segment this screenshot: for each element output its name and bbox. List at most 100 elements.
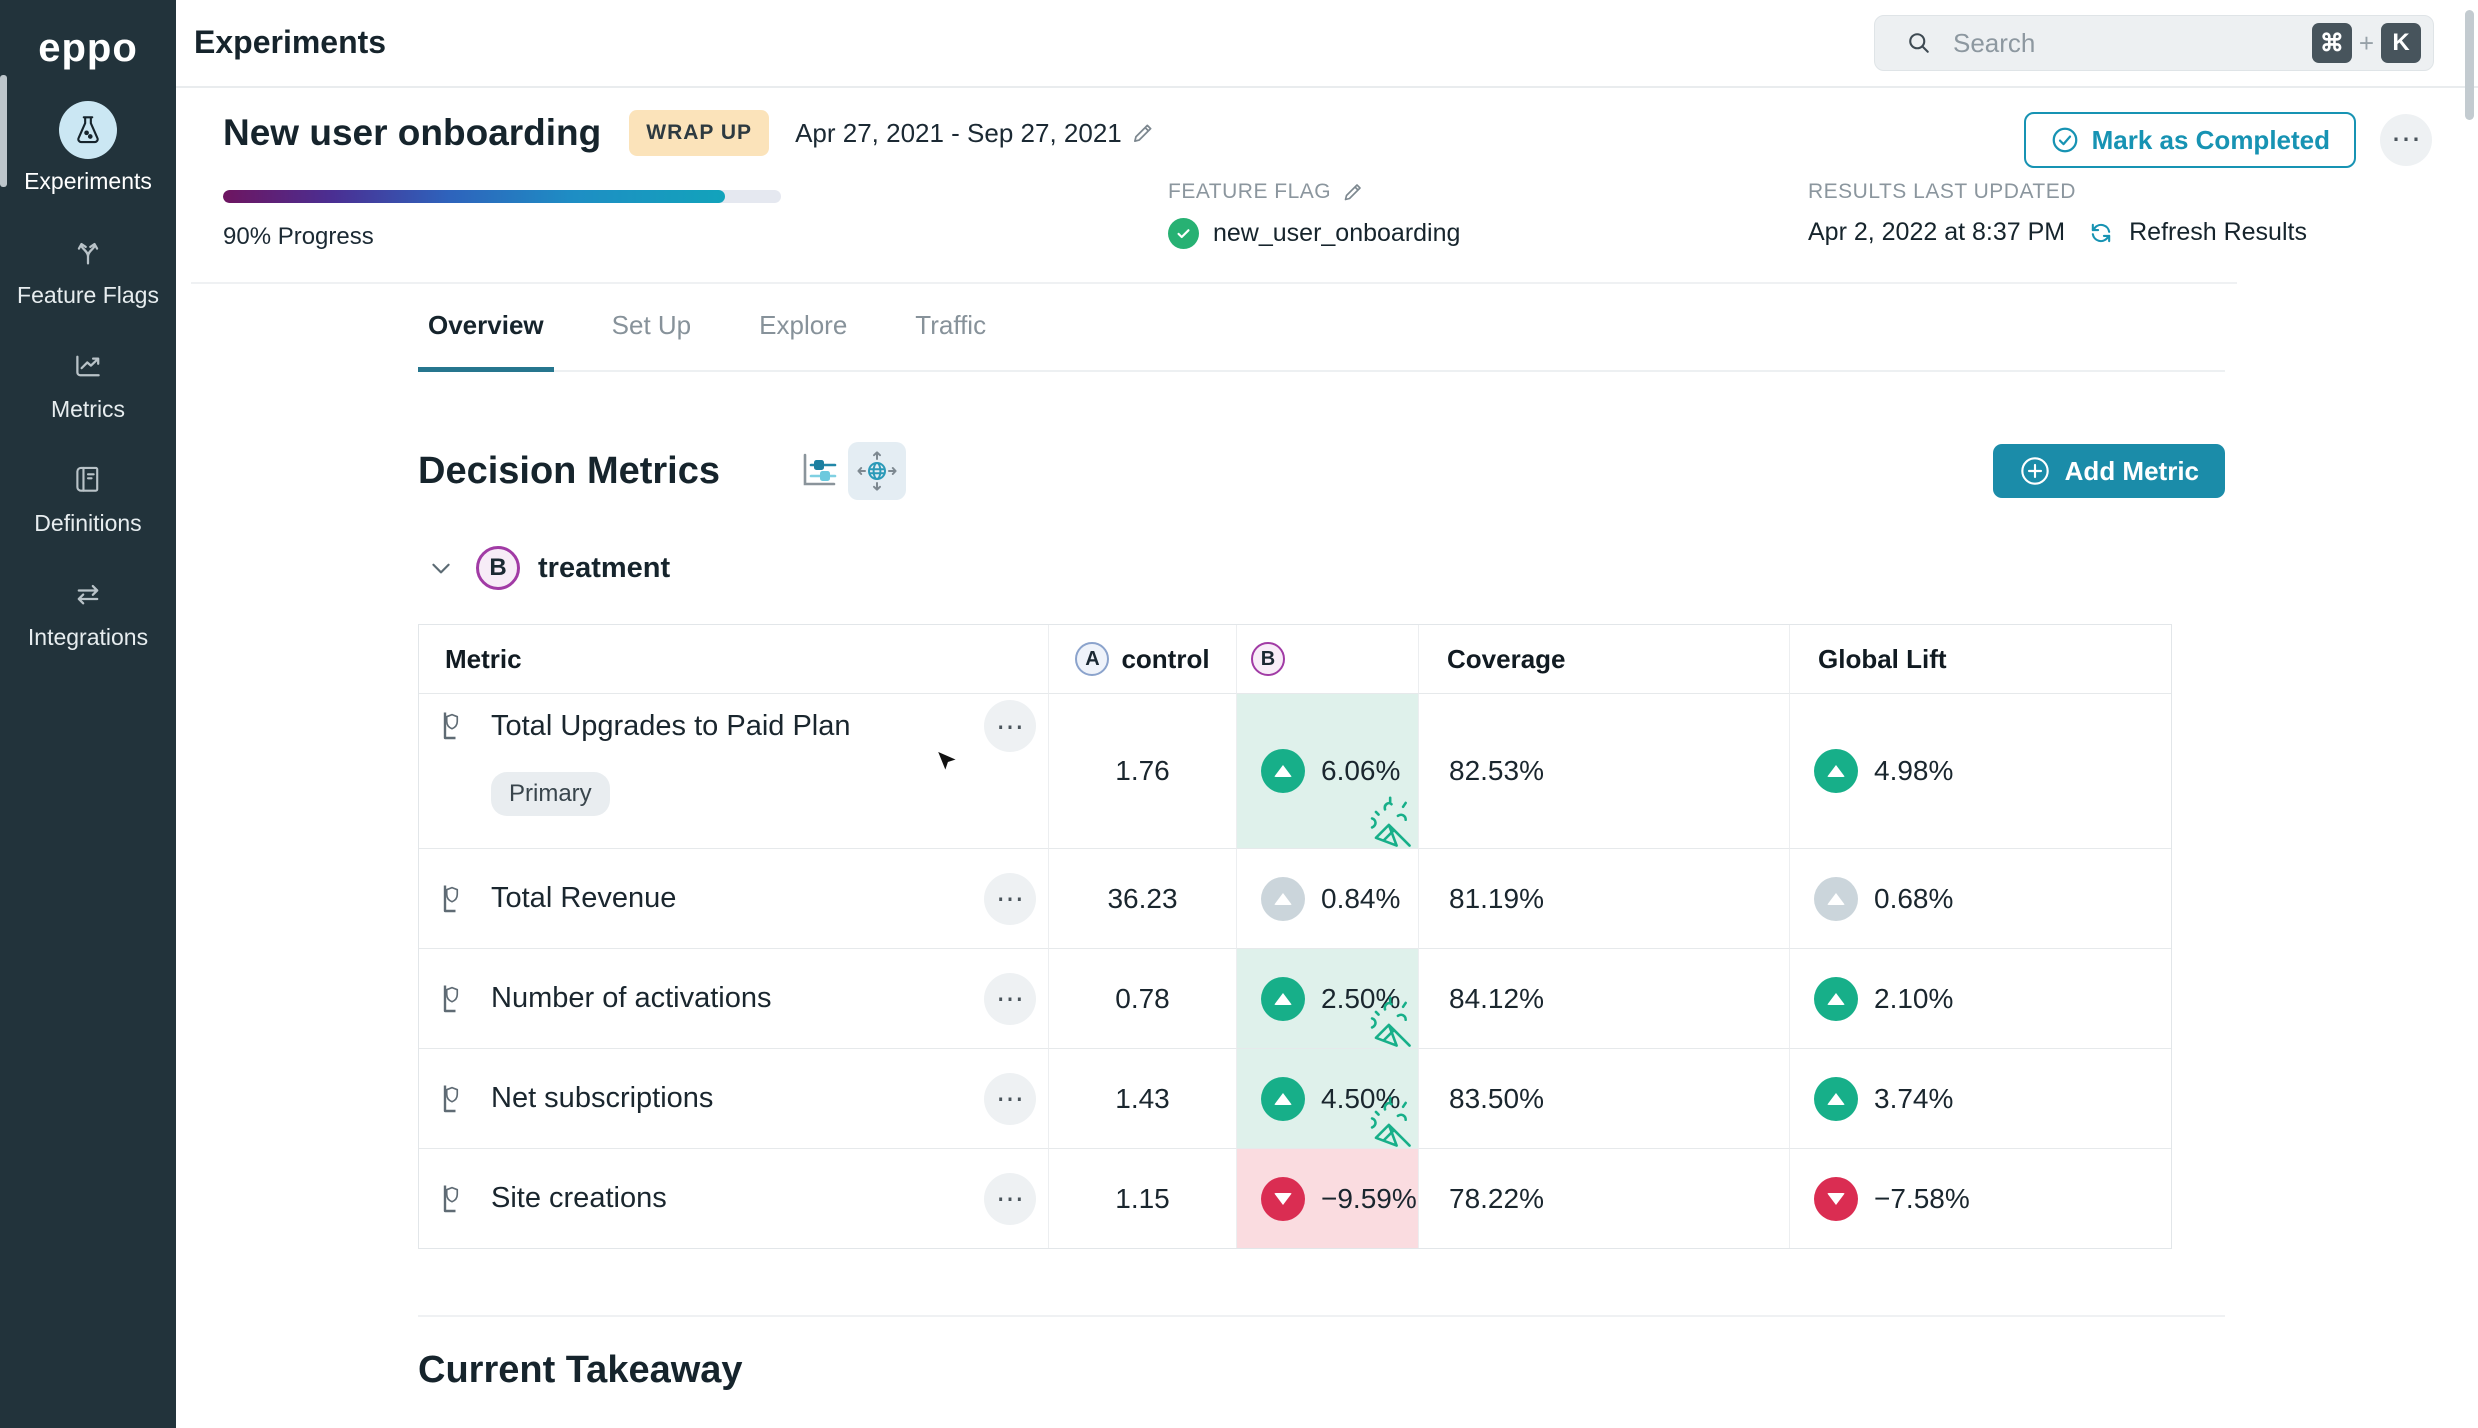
variant-b-badge: B xyxy=(476,546,520,590)
global-lift-cell: 2.10% xyxy=(1790,948,2171,1048)
global-lift-direction-icon xyxy=(1814,876,1858,921)
control-value: 0.78 xyxy=(1049,948,1237,1048)
lift-cell: 0.84% xyxy=(1237,848,1419,948)
cmd-key-badge: ⌘ xyxy=(2311,23,2352,63)
progress-section: 90% Progress xyxy=(223,190,781,251)
global-lift-cell: −7.58% xyxy=(1790,1148,2171,1248)
lift-cell: 4.50% xyxy=(1237,1048,1419,1148)
decision-metrics-heading: Decision Metrics xyxy=(418,449,720,492)
flag-enabled-icon xyxy=(1168,218,1199,249)
lift-cell: 6.06% xyxy=(1237,693,1419,848)
metric-name[interactable]: Number of activations xyxy=(491,982,772,1014)
add-metric-button[interactable]: Add Metric xyxy=(1992,444,2225,498)
table-row-metric: Total Revenue ⋯ xyxy=(419,848,1049,948)
global-lift-view-button[interactable] xyxy=(848,442,906,500)
lift-direction-icon xyxy=(1261,1076,1305,1121)
global-lift-cell: 3.74% xyxy=(1790,1048,2171,1148)
global-lift-value: 2.10% xyxy=(1874,982,1954,1014)
k-key-badge: K xyxy=(2381,23,2421,63)
control-value: 1.15 xyxy=(1049,1148,1237,1248)
control-value: 1.76 xyxy=(1049,693,1237,848)
metric-name[interactable]: Total Upgrades to Paid Plan xyxy=(491,709,851,742)
metric-name[interactable]: Net subscriptions xyxy=(491,1082,714,1114)
table-row-metric: Total Upgrades to Paid Plan ⋯ Primary xyxy=(419,693,1049,848)
shortcut-plus: + xyxy=(2358,27,2374,58)
variant-row[interactable]: B treatment xyxy=(418,546,2225,590)
edit-flag-icon[interactable] xyxy=(1341,180,1365,204)
topbar: Experiments Search ⌘ + K xyxy=(176,0,2478,88)
row-more-button[interactable]: ⋯ xyxy=(984,872,1036,925)
exchange-arrows-icon xyxy=(67,573,109,615)
progress-bar xyxy=(223,190,781,203)
sidebar-item-metrics[interactable]: Metrics xyxy=(51,345,125,423)
experiment-more-button[interactable]: ⋯ xyxy=(2380,114,2432,166)
col-header-control: A control xyxy=(1049,625,1237,693)
experiment-tabs: Overview Set Up Explore Traffic xyxy=(418,284,2225,372)
metric-name[interactable]: Site creations xyxy=(491,1182,667,1214)
row-more-button[interactable]: ⋯ xyxy=(984,1172,1036,1225)
global-lift-value: −7.58% xyxy=(1874,1182,1970,1214)
row-more-button[interactable]: ⋯ xyxy=(984,972,1036,1025)
search-placeholder: Search xyxy=(1953,27,2036,58)
plus-circle-icon xyxy=(2020,457,2049,485)
confetti-icon xyxy=(1354,790,1416,852)
trend-chart-icon xyxy=(67,345,109,387)
primary-badge: Primary xyxy=(491,772,610,816)
results-updated-section: RESULTS LAST UPDATED Apr 2, 2022 at 8:37… xyxy=(1808,180,2307,247)
forest-plot-icon xyxy=(803,453,837,486)
experiment-header: New user onboarding WRAP UP Apr 27, 2021… xyxy=(176,88,2478,284)
page-title: Experiments xyxy=(194,24,387,60)
split-arrow-icon xyxy=(67,231,109,273)
confetti-icon xyxy=(1354,1090,1416,1152)
feature-flag-label: FEATURE FLAG xyxy=(1168,180,1332,203)
sidebar-item-feature-flags[interactable]: Feature Flags xyxy=(17,231,159,309)
row-more-button[interactable]: ⋯ xyxy=(984,700,1036,752)
section-divider xyxy=(191,282,2237,284)
sidebar-item-integrations[interactable]: Integrations xyxy=(28,573,148,651)
col-header-metric: Metric xyxy=(419,625,1049,693)
sidebar-item-label: Definitions xyxy=(34,510,142,536)
col-header-coverage: Coverage xyxy=(1419,625,1790,693)
sidebar-nav: Experiments Feature Flags xyxy=(0,101,176,687)
coverage-value: 83.50% xyxy=(1419,1048,1790,1148)
flask-icon xyxy=(58,101,117,159)
mark-completed-button[interactable]: Mark as Completed xyxy=(2023,112,2356,168)
current-takeaway-heading: Current Takeaway xyxy=(418,1349,743,1391)
global-lift-direction-icon xyxy=(1814,1076,1858,1121)
coverage-value: 78.22% xyxy=(1419,1148,1790,1248)
confetti-icon xyxy=(1354,990,1416,1052)
refresh-results-link[interactable]: Refresh Results xyxy=(2129,218,2307,246)
main-content: New user onboarding WRAP UP Apr 27, 2021… xyxy=(176,88,2478,1392)
tab-explore[interactable]: Explore xyxy=(759,310,848,340)
tab-set-up[interactable]: Set Up xyxy=(611,310,692,340)
lift-value: −9.59% xyxy=(1321,1182,1417,1214)
results-updated-label: RESULTS LAST UPDATED xyxy=(1808,180,2076,203)
guardrail-metric-icon xyxy=(439,881,475,917)
tab-traffic[interactable]: Traffic xyxy=(915,310,987,340)
global-lift-value: 0.68% xyxy=(1874,882,1954,914)
sidebar-item-label: Integrations xyxy=(27,624,149,650)
sidebar-item-definitions[interactable]: Definitions xyxy=(34,459,142,537)
col-header-global-lift: Global Lift xyxy=(1818,643,1947,674)
chevron-down-icon[interactable] xyxy=(428,555,454,581)
lift-value: 0.84% xyxy=(1321,882,1401,914)
results-updated-value: Apr 2, 2022 at 8:37 PM xyxy=(1808,218,2066,246)
edit-dates-icon[interactable] xyxy=(1130,120,1156,146)
global-lift-direction-icon xyxy=(1814,976,1858,1021)
control-value: 36.23 xyxy=(1049,848,1237,948)
globe-move-icon xyxy=(857,451,897,491)
sidebar-item-label: Feature Flags xyxy=(17,282,159,308)
tab-overview[interactable]: Overview xyxy=(418,310,554,372)
metric-name[interactable]: Total Revenue xyxy=(491,882,677,914)
row-more-button[interactable]: ⋯ xyxy=(984,1072,1036,1125)
sidebar-item-experiments[interactable]: Experiments xyxy=(24,101,152,195)
search-icon xyxy=(1905,29,1933,57)
sidebar-scrollbar-thumb[interactable] xyxy=(0,75,7,187)
page-scrollbar-thumb[interactable] xyxy=(2465,10,2474,120)
sidebar-item-label: Metrics xyxy=(50,396,126,422)
search-input[interactable]: Search ⌘ + K xyxy=(1874,15,2434,71)
forest-plot-view-button[interactable] xyxy=(790,442,848,500)
lift-direction-icon xyxy=(1261,749,1305,793)
global-lift-value: 3.74% xyxy=(1874,1082,1954,1114)
mouse-cursor xyxy=(935,748,960,775)
